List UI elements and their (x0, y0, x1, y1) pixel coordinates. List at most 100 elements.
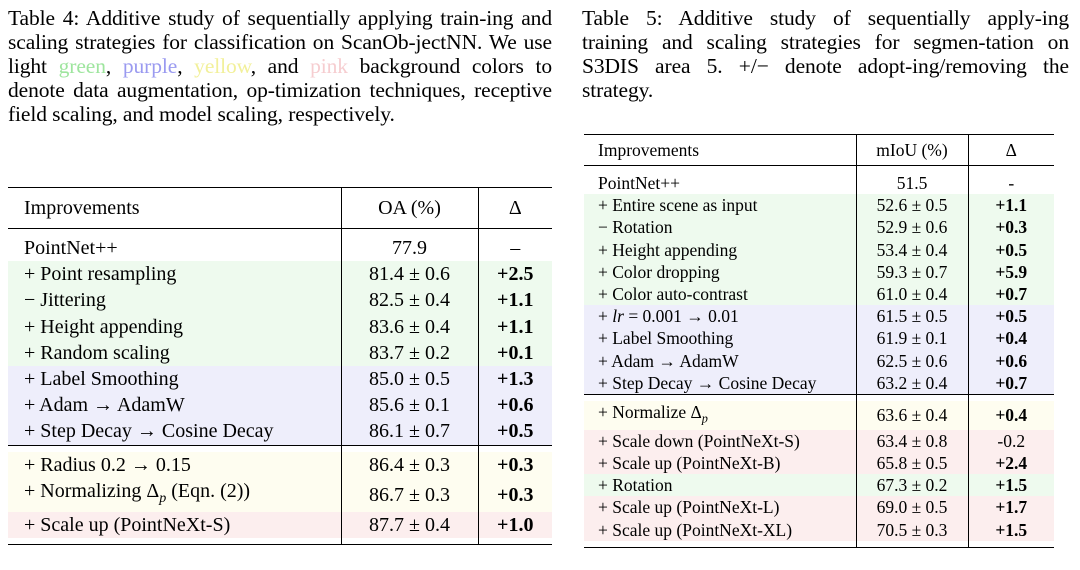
delta-cell: +0.5 (967, 238, 1054, 261)
table4-caption: Table 4: Additive study of sequentially … (8, 6, 552, 126)
metric-cell: 83.6 ± 0.4 (340, 313, 478, 340)
table4-group-1: PointNet++ 77.9– + Point resampling 81.4 ± … (8, 228, 552, 446)
caption-text: Table 4: Additive study of sequentially … (8, 6, 552, 78)
header-delta: Δ (477, 187, 552, 229)
table-row: + Color auto-contrast 61.0 ± 0.4 +0.7 (584, 283, 1054, 306)
metric-cell: 85.0 ± 0.5 (340, 366, 478, 393)
caption-text: , (177, 54, 195, 78)
metric-cell: 53.4 ± 0.4 (855, 238, 968, 261)
table-row: PointNet++ 51.5- (584, 172, 1054, 195)
table-row: + Rotation 67.3 ± 0.2 +1.5 (584, 474, 1054, 497)
table-row: + Adam → AdamW 85.6 ± 0.1 +0.6 (8, 392, 552, 419)
table-row: + Adam → AdamW 62.5 ± 0.6 +0.6 (584, 349, 1054, 372)
improvement-cell: + Scale up (PointNeXt-L) (598, 497, 780, 518)
improvement-cell: PointNet++ (24, 237, 118, 259)
metric-cell: 61.9 ± 0.1 (855, 327, 968, 350)
table-row: + Color dropping 59.3 ± 0.7 +5.9 (584, 260, 1054, 284)
header-improvements: Improvements (598, 139, 700, 160)
metric-cell: 85.6 ± 0.1 (340, 392, 478, 419)
row-spacer (584, 165, 1054, 172)
improvement-cell: + Radius 0.2 → 0.15 (24, 453, 191, 476)
table-row: + Step Decay → Cosine Decay 63.2 ± 0.4 +0.… (584, 371, 1054, 395)
table5-panel: Table 5: Additive study of sequentially … (582, 6, 1069, 548)
table-header-row: Improvements OA (%) Δ (8, 187, 552, 229)
table5-group-2: + Normalize Δp 63.6 ± 0.4 +0.4 + Scale down… (584, 394, 1054, 548)
caption-text: , (105, 54, 123, 78)
improvement-cell: + Random scaling (24, 341, 170, 364)
metric-cell: 81.4 ± 0.6 (340, 261, 478, 288)
delta-cell: +0.4 (967, 327, 1054, 350)
delta-cell: +0.6 (477, 392, 552, 419)
metric-cell: 77.9 (340, 235, 478, 262)
delta-cell: – (477, 235, 552, 262)
delta-cell: +1.0 (477, 512, 552, 539)
improvement-cell: + Scale up (PointNeXt-XL) (598, 519, 793, 540)
delta-cell: +0.3 (967, 216, 1054, 239)
improvement-cell: + Color dropping (598, 261, 720, 282)
metric-cell: 82.5 ± 0.4 (340, 287, 478, 314)
improvement-cell: + lr = 0.001 → 0.01 (598, 306, 739, 327)
improvement-cell: + Label Smoothing (598, 328, 734, 349)
improvement-cell: + Point resampling (24, 263, 177, 286)
header-metric: mIoU (%) (855, 134, 968, 166)
delta-cell: +0.5 (967, 305, 1054, 328)
improvement-cell: − Jittering (24, 289, 106, 312)
delta-cell: +5.9 (967, 260, 1054, 284)
improvement-cell: + Adam → AdamW (598, 350, 739, 371)
table5-caption: Table 5: Additive study of sequentially … (582, 6, 1069, 102)
table-row: + Label Smoothing 85.0 ± 0.5 +1.3 (8, 366, 552, 393)
delta-cell: -0.2 (967, 429, 1054, 452)
metric-cell: 86.1 ± 0.7 (340, 418, 478, 446)
improvement-cell: PointNet++ (598, 173, 680, 193)
improvement-cell: + Normalizing Δp (Eqn. (2)) (24, 479, 251, 506)
delta-cell: +2.5 (477, 261, 552, 288)
caption-word-purple: purple (122, 54, 178, 78)
row-spacer (584, 540, 1054, 548)
improvement-cell: + Scale up (PointNeXt-S) (24, 514, 231, 537)
metric-cell: 61.5 ± 0.5 (855, 305, 968, 328)
caption-text: background colors to denote data augment… (8, 54, 552, 126)
table4-group-2: + Radius 0.2 → 0.15 86.4 ± 0.3 +0.3 + Norma… (8, 445, 552, 545)
table-row: + Height appending 83.6 ± 0.4 +1.1 (8, 313, 552, 340)
table-row: + lr = 0.001 → 0.01 61.5 ± 0.5 +0.5 (584, 305, 1054, 328)
improvement-cell: + Step Decay → Cosine Decay (24, 420, 274, 443)
table-header-row: Improvements mIoU (%) Δ (584, 134, 1054, 166)
metric-cell: 62.5 ± 0.6 (855, 349, 968, 372)
improvement-cell: + Height appending (24, 315, 184, 338)
table-row: + Point resampling 81.4 ± 0.6 +2.5 (8, 261, 552, 288)
delta-cell: +0.7 (967, 283, 1054, 306)
improvement-cell: + Step Decay → Cosine Decay (598, 372, 817, 393)
delta-cell: +0.7 (967, 371, 1054, 395)
metric-cell: 63.2 ± 0.4 (855, 371, 968, 395)
improvement-cell: − Rotation (598, 217, 673, 238)
improvement-cell: + Label Smoothing (24, 368, 179, 391)
delta-cell: +0.4 (967, 401, 1054, 430)
table4-panel: Table 4: Additive study of sequentially … (8, 6, 552, 545)
row-spacer (584, 394, 1054, 402)
metric-cell: 65.8 ± 0.5 (855, 451, 968, 475)
delta-cell: +0.6 (967, 349, 1054, 372)
delta-cell: +1.3 (477, 366, 552, 393)
improvement-cell: + Height appending (598, 239, 738, 260)
metric-cell: 63.4 ± 0.8 (855, 429, 968, 452)
improvement-cell: + Entire scene as input (598, 195, 758, 216)
table-row: + Scale up (PointNeXt-S) 87.7 ± 0.4 +1.0 (8, 512, 552, 539)
table-row: + Scale down (PointNeXt-S) 63.4 ± 0.8 -0.2 (584, 429, 1054, 452)
table-row: + Scale up (PointNeXt-L) 69.0 ± 0.5 +1.7 (584, 496, 1054, 519)
improvement-cell: + Scale down (PointNeXt-S) (598, 430, 800, 451)
table-row: + Normalizing Δp (Eqn. (2)) 86.7 ± 0.3 +0.… (8, 477, 552, 513)
table-row: + Height appending 53.4 ± 0.4 +0.5 (584, 238, 1054, 261)
delta-cell: +1.5 (967, 474, 1054, 497)
header-improvements: Improvements (24, 196, 140, 219)
metric-cell: 52.9 ± 0.6 (855, 216, 968, 239)
table-row: + Scale up (PointNeXt-B) 65.8 ± 0.5 +2.4 (584, 451, 1054, 475)
caption-text: , and (250, 54, 311, 78)
delta-cell: +1.5 (967, 518, 1054, 541)
delta-cell: +1.1 (477, 313, 552, 340)
table-row: + Normalize Δp 63.6 ± 0.4 +0.4 (584, 401, 1054, 430)
metric-cell: 61.0 ± 0.4 (855, 283, 968, 306)
delta-cell: +0.1 (477, 339, 552, 367)
table-row: + Radius 0.2 → 0.15 86.4 ± 0.3 +0.3 (8, 451, 552, 478)
improvement-cell: + Adam → AdamW (24, 394, 185, 417)
delta-cell: +1.1 (477, 287, 552, 314)
